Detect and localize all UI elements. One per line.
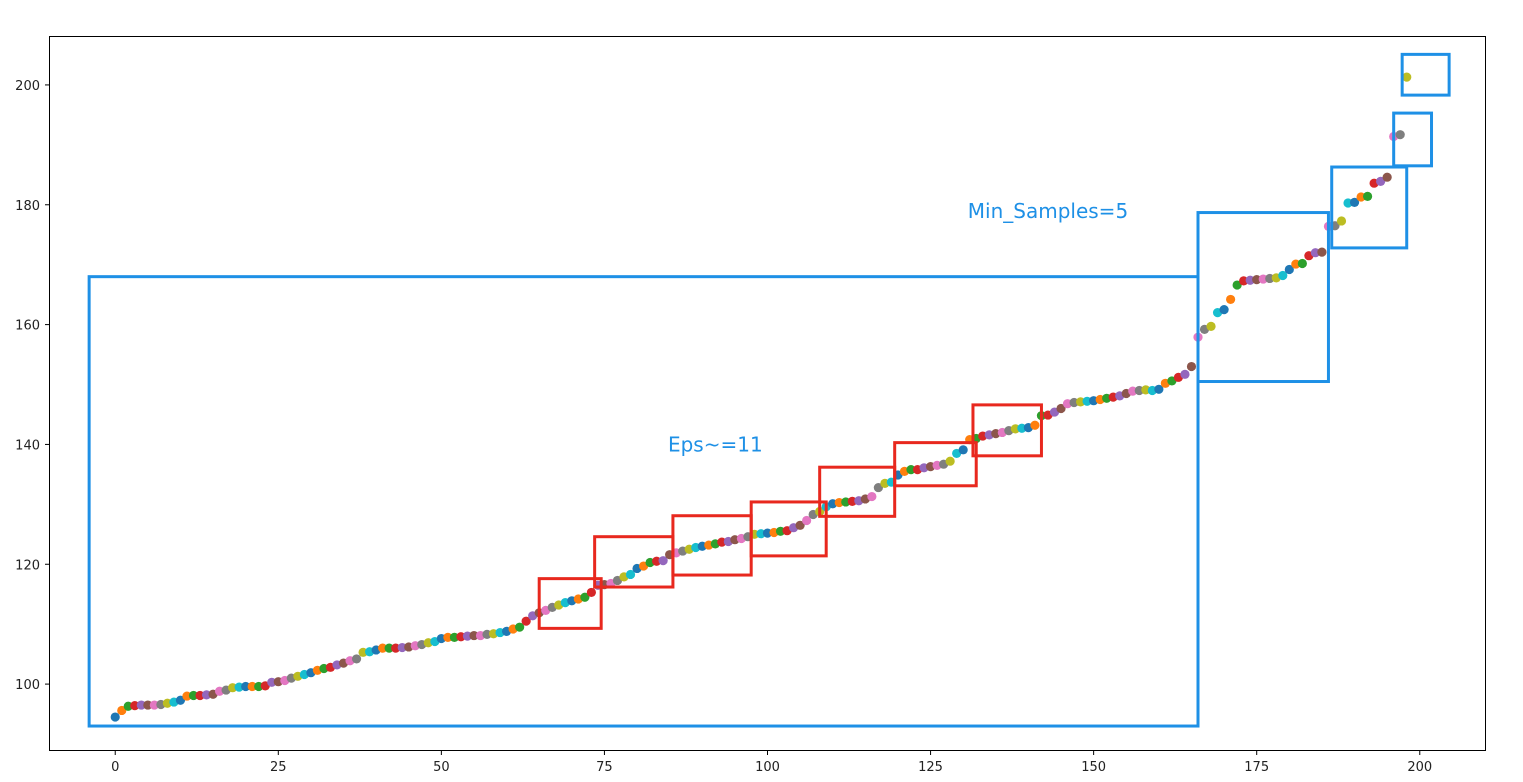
data-point [1154, 384, 1164, 394]
x-tick-label: 0 [111, 760, 119, 775]
data-point [443, 632, 453, 642]
data-point [1180, 369, 1190, 379]
x-tick-label: 25 [270, 760, 287, 775]
data-point [795, 520, 805, 530]
data-point [1186, 361, 1197, 372]
blue-cluster-box [87, 275, 1200, 728]
data-point [625, 569, 636, 580]
data-point [384, 643, 394, 653]
y-tick-label: 120 [15, 558, 40, 573]
data-point [1395, 130, 1405, 140]
data-point [515, 622, 525, 632]
data-point [867, 491, 877, 502]
data-point [1297, 258, 1307, 269]
x-axis: 0 25 50 75 100 125 150 175 200 [111, 750, 1432, 775]
cluster-boxes [87, 52, 1451, 728]
data-point [1317, 247, 1327, 257]
data-point [143, 700, 153, 710]
y-tick-label: 180 [15, 199, 40, 214]
data-point [1206, 321, 1216, 331]
x-tick-label: 125 [918, 760, 943, 775]
data-point [136, 700, 146, 710]
data-point [658, 556, 668, 566]
x-tick-label: 175 [1244, 760, 1269, 775]
data-point [945, 456, 955, 466]
data-point [1402, 72, 1412, 82]
data-point [469, 630, 479, 641]
x-tick-label: 100 [755, 760, 780, 775]
data-point [1278, 270, 1288, 281]
data-point [521, 616, 531, 626]
data-points [110, 72, 1412, 722]
data-point [1226, 294, 1236, 305]
data-point [241, 681, 251, 692]
blue-cluster-box [1330, 165, 1409, 250]
red-neighborhood-box [749, 500, 828, 558]
data-point [1030, 420, 1040, 430]
y-tick-label: 160 [15, 319, 40, 334]
data-point [906, 464, 916, 475]
blue-cluster-box [1196, 211, 1330, 384]
x-tick-label: 200 [1407, 760, 1432, 775]
data-point [175, 695, 186, 705]
data-point [1056, 403, 1066, 414]
data-point [1382, 172, 1392, 182]
data-point [1362, 191, 1373, 201]
data-point [958, 445, 968, 455]
red-neighborhood-box [893, 441, 978, 488]
plot-area-frame [49, 36, 1486, 751]
y-tick-label: 140 [15, 438, 40, 453]
data-point [117, 705, 127, 716]
data-point [1284, 264, 1294, 275]
data-point [247, 681, 257, 692]
data-point [110, 712, 120, 722]
data-point [188, 690, 199, 701]
min-samples-annotation: Min_Samples=5 [968, 199, 1128, 223]
y-tick-label: 100 [15, 678, 40, 693]
data-point [580, 592, 590, 602]
x-tick-label: 50 [433, 760, 450, 775]
red-neighborhood-box [537, 577, 603, 630]
data-point [1232, 280, 1242, 290]
data-point [1219, 305, 1229, 315]
data-point [351, 654, 362, 664]
data-point [1349, 197, 1360, 207]
eps-annotation: Eps~=11 [668, 432, 763, 456]
y-tick-label: 200 [15, 79, 40, 94]
blue-cluster-box [1392, 111, 1434, 168]
red-neighborhood-box [818, 465, 897, 518]
data-point [378, 643, 388, 653]
x-tick-label: 150 [1081, 760, 1106, 775]
red-neighborhood-box [971, 403, 1043, 458]
data-point [1336, 216, 1347, 226]
blue-cluster-box [1400, 52, 1451, 97]
data-point [586, 587, 596, 598]
data-point [802, 515, 812, 526]
y-axis: 100 120 140 160 180 200 [15, 79, 50, 693]
x-tick-label: 75 [596, 760, 613, 775]
data-point [873, 482, 883, 493]
data-point [1376, 176, 1386, 186]
